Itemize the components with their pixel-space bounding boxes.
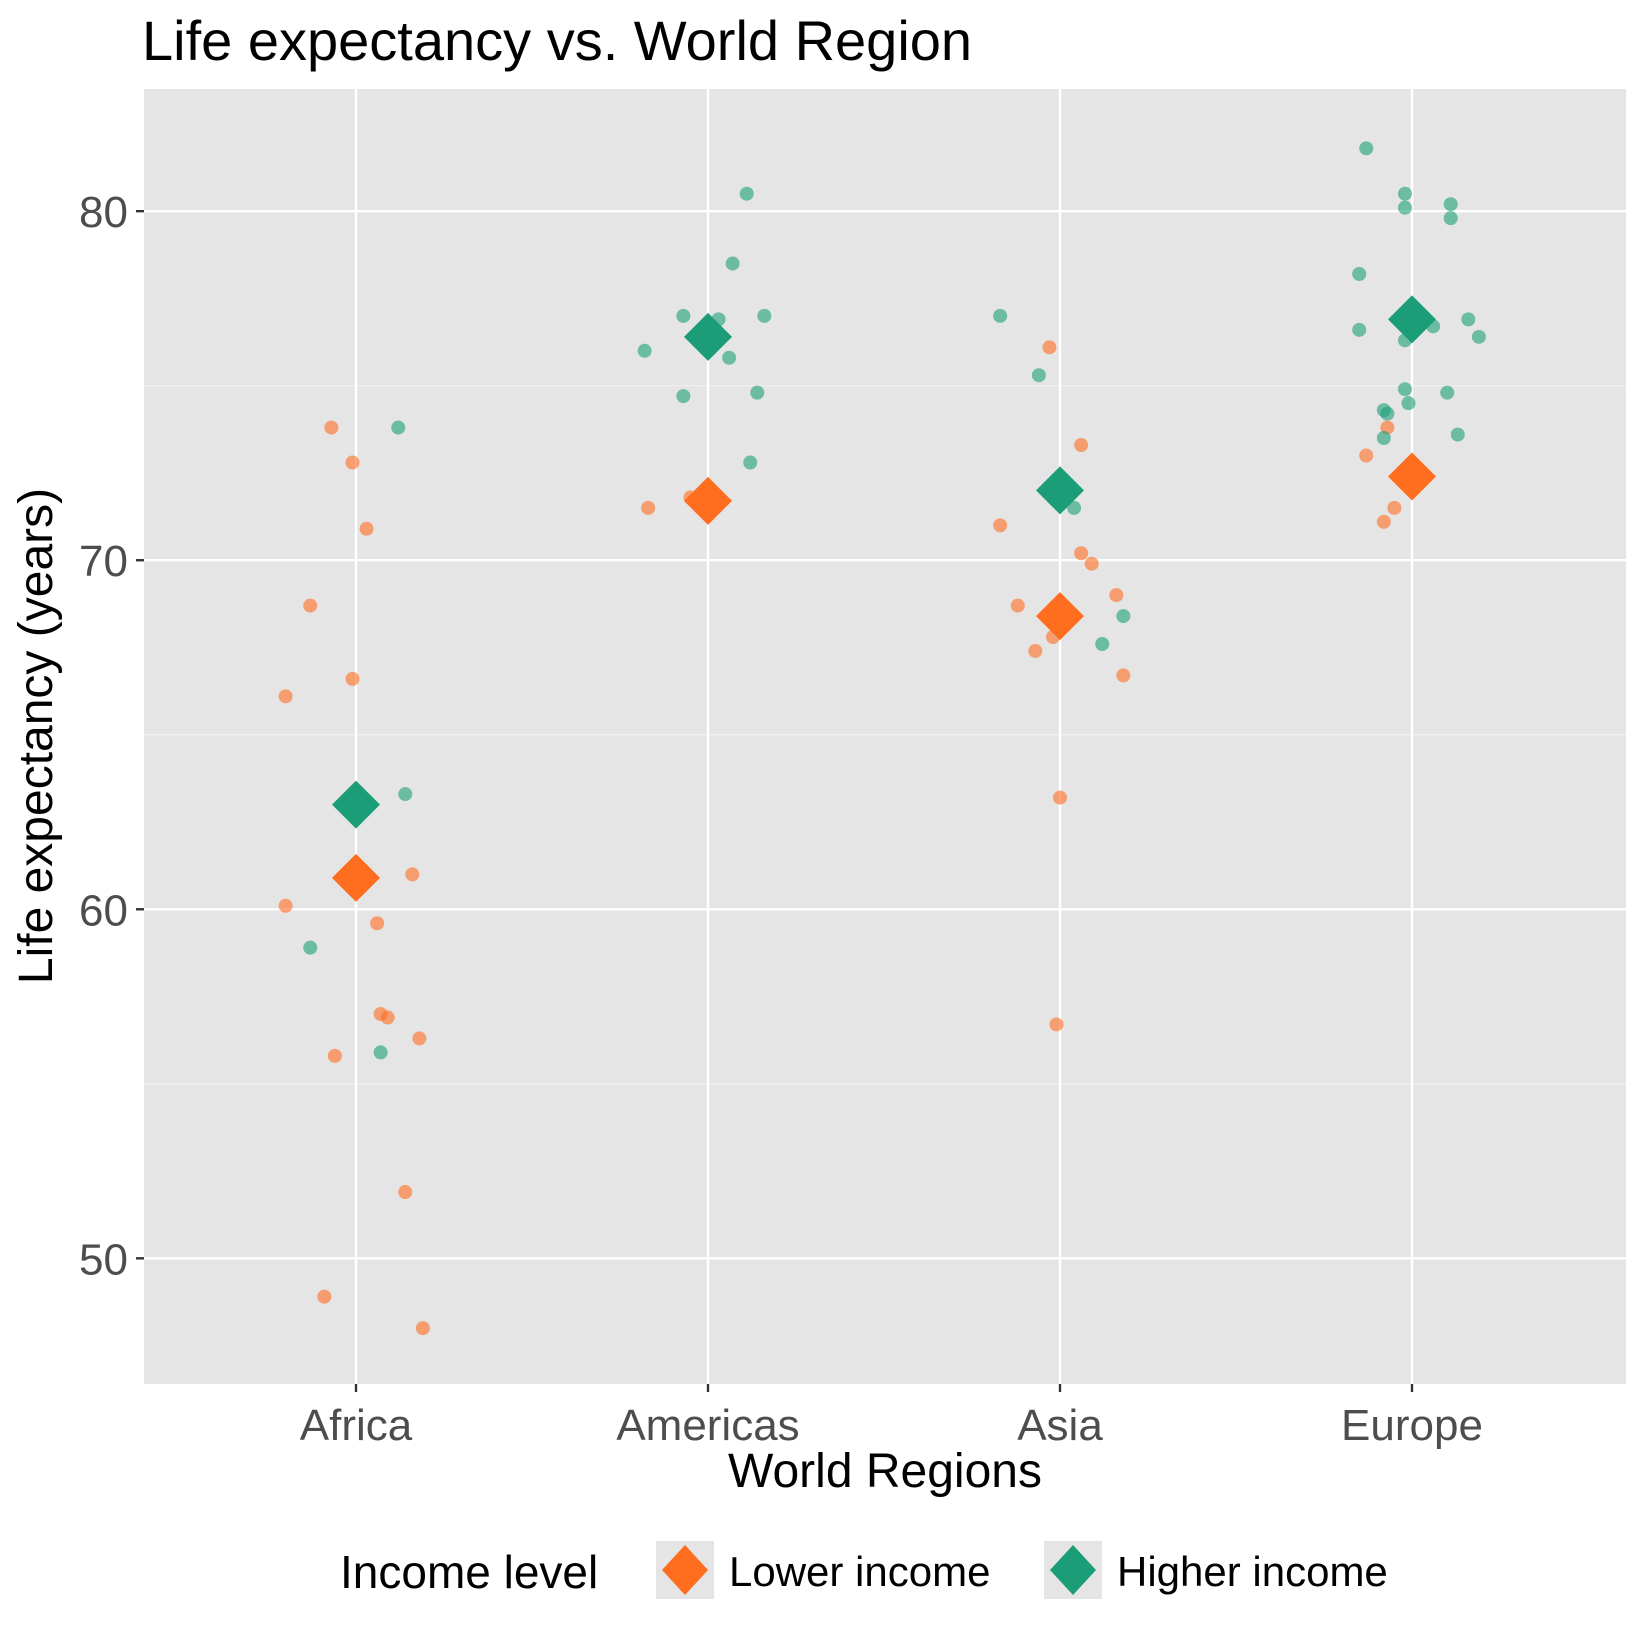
legend-diamond-higher-income [1050,1545,1096,1595]
y-tick-label: 70 [79,537,128,586]
point-higher-income [1067,500,1082,515]
legend-label-higher-income: Higher income [1117,1548,1388,1595]
point-higher-income [1401,396,1416,411]
point-lower-income [278,898,293,913]
mean-higher-income-europe [1388,295,1436,344]
mean-lower-income-africa [332,853,380,902]
legend: Income level Lower income Higher income [340,1541,1388,1599]
point-higher-income [757,308,772,323]
point-higher-income [676,308,691,323]
point-higher-income [1376,431,1391,446]
point-higher-income [722,350,737,365]
point-lower-income [641,500,656,515]
point-higher-income [1461,312,1476,327]
point-lower-income [1042,340,1057,355]
point-higher-income [1397,382,1412,397]
point-lower-income [317,1289,332,1304]
point-higher-income [743,455,758,470]
point-higher-income [1450,427,1465,442]
mean-lower-income-europe [1388,452,1436,501]
y-axis-title: Life expectancy (years) [10,488,63,984]
point-higher-income [1443,197,1458,212]
point-lower-income [1028,643,1043,658]
point-higher-income [1440,385,1455,400]
point-higher-income [398,787,413,802]
x-tick-label-asia: Asia [1017,1401,1103,1450]
point-higher-income [303,940,318,955]
point-higher-income [1443,211,1458,226]
point-lower-income [380,1010,395,1025]
point-lower-income [1074,546,1089,561]
point-lower-income [1074,438,1089,453]
mean-higher-income-asia [1036,466,1084,515]
point-lower-income [1053,790,1067,805]
x-tick-label-africa: Africa [300,1401,413,1450]
point-lower-income [370,916,385,931]
point-lower-income [1359,448,1374,463]
point-lower-income [345,671,360,686]
point-higher-income [1352,322,1367,337]
point-higher-income [1116,609,1131,624]
point-lower-income [345,455,360,470]
point-lower-income [278,689,293,704]
point-lower-income [993,518,1008,533]
y-tick-label: 50 [79,1235,128,1284]
y-tick-label: 60 [79,886,128,935]
point-lower-income [405,867,420,882]
point-lower-income [398,1185,413,1200]
point-lower-income [415,1321,430,1336]
mean-lower-income-americas [684,476,732,525]
point-higher-income [1352,267,1367,281]
point-higher-income [993,308,1008,323]
legend-title: Income level [340,1546,598,1598]
point-lower-income [1109,588,1124,603]
y-tick-label: 80 [79,188,128,237]
mean-higher-income-americas [684,312,732,361]
point-higher-income [1397,200,1412,215]
legend-label-lower-income: Lower income [729,1548,990,1595]
point-higher-income [1359,141,1374,156]
plot-panel [144,89,1626,1384]
point-higher-income [676,389,691,404]
point-lower-income [303,598,318,613]
point-lower-income [1049,1017,1064,1032]
point-lower-income [1376,514,1391,529]
point-higher-income [391,420,406,435]
point-lower-income [1010,598,1025,613]
mean-higher-income-africa [332,780,380,829]
x-tick-label-americas: Americas [616,1401,799,1450]
point-lower-income [327,1048,342,1063]
point-higher-income [637,343,652,358]
point-higher-income [725,256,740,271]
point-lower-income [1084,556,1099,571]
point-higher-income [373,1045,388,1060]
point-lower-income [1116,668,1131,683]
x-tick-label-europe: Europe [1341,1401,1483,1450]
point-higher-income [1471,329,1486,344]
point-higher-income [750,385,765,400]
point-higher-income [1095,637,1110,651]
legend-diamond-lower-income [662,1545,708,1595]
point-lower-income [412,1031,427,1046]
y-axis: 50 60 70 80 [79,188,144,1284]
point-higher-income [1031,368,1046,383]
point-lower-income [1387,500,1402,515]
x-axis: Africa Americas Asia Europe [300,1384,1483,1450]
point-higher-income [739,186,754,201]
mean-markers [332,295,1436,902]
point-lower-income [324,420,339,435]
x-axis-title: World Regions [728,1445,1042,1498]
point-higher-income [1397,186,1412,201]
point-higher-income [1380,406,1395,421]
point-lower-income [359,521,374,536]
mean-lower-income-asia [1036,592,1084,641]
chart-title: Life expectancy vs. World Region [142,9,972,72]
